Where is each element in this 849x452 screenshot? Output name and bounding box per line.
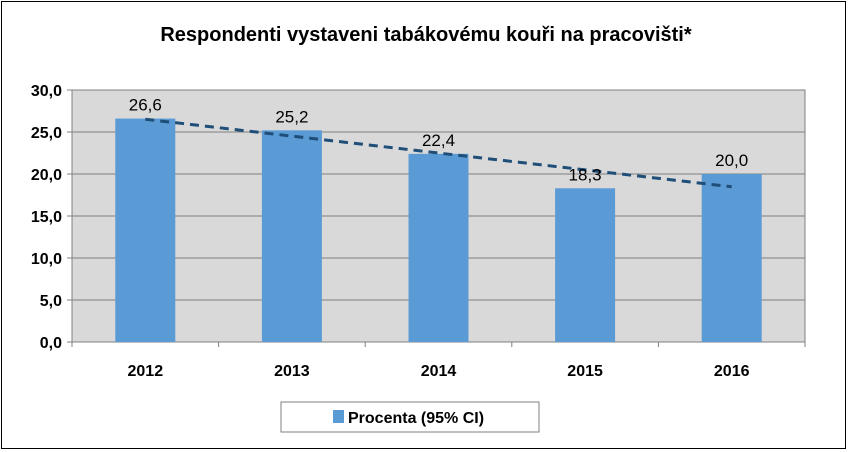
- data-labels: 26,6 25,2 22,4 18,3 20,0: [129, 96, 748, 185]
- legend-box: [280, 401, 540, 433]
- data-label: 22,4: [422, 131, 455, 150]
- data-label: 18,3: [569, 165, 602, 184]
- data-label: 20,0: [715, 151, 748, 170]
- data-label: 25,2: [275, 107, 308, 126]
- trendline-group: [145, 117, 732, 189]
- x-axis-ticks: 2012 2013 2014 2015 2016: [71, 342, 806, 380]
- x-tick-label: 2016: [714, 363, 750, 380]
- y-tick-label: 15,0: [31, 209, 62, 226]
- data-label: 26,6: [129, 96, 162, 115]
- bars: [115, 118, 762, 342]
- y-tick-label: 20,0: [31, 167, 62, 184]
- x-tick-label: 2012: [128, 363, 164, 380]
- legend-swatch: [333, 410, 344, 423]
- x-tick-label: 2013: [274, 363, 310, 380]
- legend-label: Procenta (95% CI): [348, 410, 484, 427]
- trendline: [145, 117, 732, 189]
- y-tick-label: 0,0: [40, 335, 62, 352]
- grid-lines: [72, 89, 805, 301]
- x-tick-label: 2014: [421, 363, 457, 380]
- bar: [261, 130, 322, 342]
- y-tick-label: 10,0: [31, 251, 62, 268]
- x-tick-label: 2015: [567, 363, 603, 380]
- y-tick-label: 25,0: [31, 125, 62, 142]
- y-axis-ticks: 0,0 5,0 10,0 15,0 20,0 25,0 30,0: [31, 83, 72, 352]
- bar: [408, 153, 469, 342]
- chart-title: Respondenti vystaveni tabákovému kouři n…: [160, 24, 691, 46]
- y-tick-label: 30,0: [31, 83, 62, 100]
- bar: [115, 118, 176, 342]
- y-tick-label: 5,0: [40, 293, 62, 310]
- bar: [555, 188, 616, 342]
- legend: Procenta (95% CI): [280, 401, 540, 433]
- bar: [701, 174, 762, 342]
